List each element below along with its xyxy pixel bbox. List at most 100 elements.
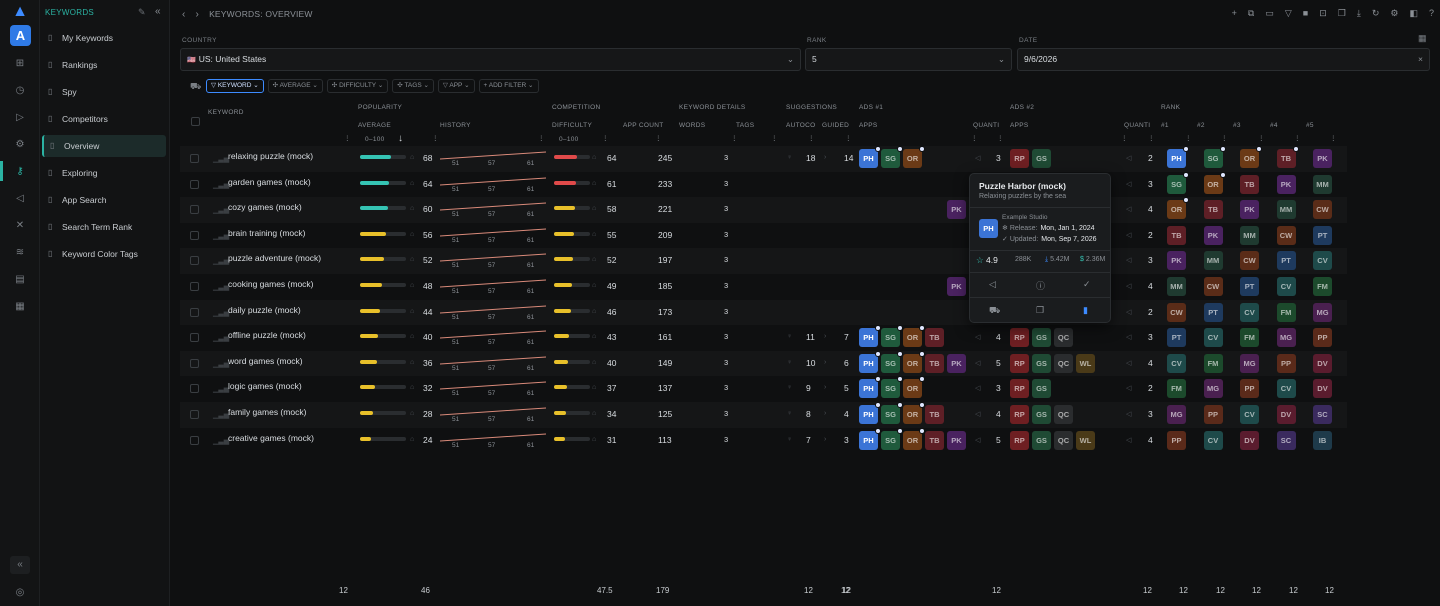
app-badge-tb[interactable]: TB bbox=[1203, 200, 1223, 220]
collapse-sidebar-icon[interactable]: « bbox=[155, 6, 161, 17]
back-icon[interactable]: ‹ bbox=[182, 9, 186, 20]
clear-icon[interactable]: × bbox=[1418, 54, 1423, 64]
app-badge-fm[interactable]: FM bbox=[1240, 328, 1259, 348]
puzzle-icon[interactable]: ✕ bbox=[15, 220, 25, 231]
row-checkbox[interactable] bbox=[190, 384, 199, 394]
header-rank-5[interactable]: #5 bbox=[1306, 122, 1314, 129]
app-badge-qc[interactable]: QC bbox=[1054, 353, 1073, 373]
app-badge-tb[interactable]: TB bbox=[925, 430, 944, 450]
app-badge-pt[interactable]: PT bbox=[1167, 328, 1186, 348]
app-badge-or[interactable]: OR bbox=[903, 350, 925, 373]
app-badge-cv[interactable]: CV bbox=[1167, 353, 1186, 373]
filter-chip-app[interactable]: ▽ APP ⌄ bbox=[437, 79, 475, 93]
inbox-icon[interactable]: ▭ bbox=[1265, 8, 1274, 18]
key-icon[interactable]: ⚷ bbox=[16, 166, 24, 177]
header-average[interactable]: AVERAGE bbox=[358, 122, 392, 129]
table-row[interactable]: ▁▃▅ logic games (mock) ⌂ 32 51 57 61 ⌂ 37 137 3 ♀ 9 ›… bbox=[180, 376, 1347, 402]
app-badge-mm[interactable]: MM bbox=[1203, 251, 1223, 271]
table-row[interactable]: ▁▃▅ cooking games (mock) ⌂ 48 51 57 61 ⌂ 49 185 3 P… bbox=[180, 274, 1347, 300]
table-row[interactable]: ▁▃▅daily puzzle (mock)⌂44515761⌂461733◁3… bbox=[180, 299, 1347, 326]
app-badge-or[interactable]: OR bbox=[1167, 197, 1189, 220]
hierarchy-icon[interactable]: ⧉ bbox=[1247, 8, 1255, 18]
filter-icon[interactable]: ▽ bbox=[1284, 8, 1292, 18]
play-icon[interactable]: ▷ bbox=[16, 112, 24, 123]
header-tags[interactable]: TAGS bbox=[736, 122, 755, 129]
help-icon[interactable]: ◎ bbox=[15, 587, 25, 598]
column-menu-icon[interactable]: ⋮ bbox=[655, 135, 662, 142]
gear-icon[interactable]: ⚙ bbox=[1390, 8, 1399, 18]
app-badge-pk[interactable]: PK bbox=[947, 353, 966, 373]
grid-icon[interactable]: ⊞ bbox=[15, 58, 25, 69]
app-badge-mm[interactable]: MM bbox=[1240, 225, 1259, 245]
column-menu-icon[interactable]: ⋮ bbox=[1148, 135, 1155, 142]
column-menu-icon[interactable]: ⋮ bbox=[771, 135, 778, 142]
check-circle-icon[interactable]: ✓ bbox=[1083, 279, 1091, 289]
app-badge-cw[interactable]: CW bbox=[1203, 277, 1223, 296]
app-badge-gs[interactable]: GS bbox=[1032, 430, 1051, 450]
table-row[interactable]: ▁▃▅ creative games (mock) ⌂ 24 51 57 61 ⌂ 31 113 3… bbox=[180, 427, 1347, 454]
column-menu-icon[interactable]: ⋮ bbox=[1258, 135, 1265, 142]
app-badge-cv[interactable]: CV bbox=[1276, 379, 1296, 399]
column-menu-icon[interactable]: ⋮ bbox=[344, 135, 351, 142]
app-badge-mm[interactable]: MM bbox=[1167, 277, 1186, 296]
app-badge-fm[interactable]: FM bbox=[1167, 379, 1186, 399]
signal-icon[interactable]: ≋ bbox=[15, 247, 25, 258]
app-badge-ph[interactable]: PH bbox=[859, 427, 881, 450]
refresh-icon[interactable]: ↻ bbox=[1371, 8, 1380, 18]
app-badge-cv[interactable]: CV bbox=[1240, 405, 1259, 424]
crop-icon[interactable]: ⊡ bbox=[1319, 8, 1327, 18]
car-icon[interactable]: ⛟ bbox=[989, 305, 1001, 315]
table-row[interactable]: ▁▃▅ relaxing puzzle (mock) ⌂ 68 51 57 61 ⌂ 64 245… bbox=[180, 146, 1347, 172]
header-rank-4[interactable]: #4 bbox=[1270, 122, 1278, 129]
chart-icon[interactable]: ▤ bbox=[15, 274, 25, 285]
row-checkbox[interactable] bbox=[190, 307, 199, 317]
row-checkbox[interactable] bbox=[190, 333, 199, 343]
edit-icon[interactable]: ✎ bbox=[138, 7, 146, 17]
select-all-checkbox[interactable] bbox=[191, 117, 200, 126]
app-badge-pk[interactable]: PK bbox=[1276, 174, 1296, 194]
app-badge-fm[interactable]: FM bbox=[1276, 302, 1296, 322]
row-checkbox[interactable] bbox=[190, 410, 199, 419]
column-menu-icon[interactable]: ⋮ bbox=[1121, 135, 1128, 142]
header-ads2-apps[interactable]: APPS bbox=[1010, 122, 1029, 129]
forward-icon[interactable]: › bbox=[195, 9, 200, 20]
app-badge-rp[interactable]: RP bbox=[1010, 405, 1029, 424]
stop-icon[interactable]: ■ bbox=[1302, 8, 1309, 18]
filter-chip-tags[interactable]: ✣ TAGS ⌄ bbox=[392, 79, 434, 93]
table-row[interactable]: ▁▃▅ puzzle adventure (mock) ⌂ 52 51 57 61 ⌂ 52 19… bbox=[180, 248, 1347, 274]
app-badge-sg[interactable]: SG bbox=[1203, 146, 1226, 168]
download-icon[interactable]: ⤓ bbox=[1356, 8, 1361, 18]
table-row[interactable]: ▁▃▅ offline puzzle (mock) ⌂ 40 51 57 61 ⌂ 43 161 3… bbox=[180, 325, 1347, 351]
app-badge-ph[interactable]: PH bbox=[1167, 146, 1189, 168]
column-menu-icon[interactable]: ⋮ bbox=[1330, 135, 1337, 142]
app-badge-tb[interactable]: TB bbox=[925, 353, 944, 373]
keyword-cell[interactable]: garden games (mock) bbox=[228, 176, 311, 187]
app-badge-pk[interactable]: PK bbox=[1240, 200, 1259, 220]
keyword-cell[interactable]: daily puzzle (mock) bbox=[228, 304, 301, 315]
app-badge-pk[interactable]: PK bbox=[1167, 251, 1186, 271]
app-badge-rp[interactable]: RP bbox=[1010, 379, 1029, 399]
keyword-cell[interactable]: cozy games (mock) bbox=[228, 202, 302, 213]
app-badge-sg[interactable]: SG bbox=[881, 427, 903, 450]
calendar-icon[interactable]: ▦ bbox=[1418, 33, 1427, 43]
column-menu-icon[interactable]: ⋮ bbox=[1294, 135, 1301, 142]
app-badge-mg[interactable]: MG bbox=[1276, 328, 1296, 348]
sidebar-item-rankings[interactable]: ▯ Rankings bbox=[42, 54, 166, 76]
collapse-icon[interactable]: « bbox=[10, 556, 30, 574]
app-badge-ph[interactable]: PH bbox=[859, 376, 881, 399]
app-badge-pp[interactable]: PP bbox=[1276, 353, 1296, 373]
header-keyword[interactable]: KEYWORD bbox=[208, 109, 244, 116]
app-badge-sg[interactable]: SG bbox=[881, 376, 903, 399]
app-badge-or[interactable]: OR bbox=[903, 146, 925, 168]
app-badge-pk[interactable]: PK bbox=[947, 430, 966, 450]
column-menu-icon[interactable]: ⋮ bbox=[1221, 135, 1228, 142]
sidebar-item-overview[interactable]: ▯ Overview bbox=[42, 135, 166, 157]
app-badge-pt[interactable]: PT bbox=[1240, 277, 1259, 296]
filter-chip-difficulty[interactable]: ✣ DIFFICULTY ⌄ bbox=[326, 79, 389, 93]
app-badge-pp[interactable]: PP bbox=[1167, 430, 1186, 450]
app-badge-dv[interactable]: DV bbox=[1313, 353, 1332, 373]
column-menu-icon[interactable]: ⋮ bbox=[845, 135, 852, 142]
app-badge-ph[interactable]: PH bbox=[859, 402, 881, 424]
app-badge-sg[interactable]: SG bbox=[881, 325, 903, 348]
app-badge-gs[interactable]: GS bbox=[1032, 149, 1051, 168]
